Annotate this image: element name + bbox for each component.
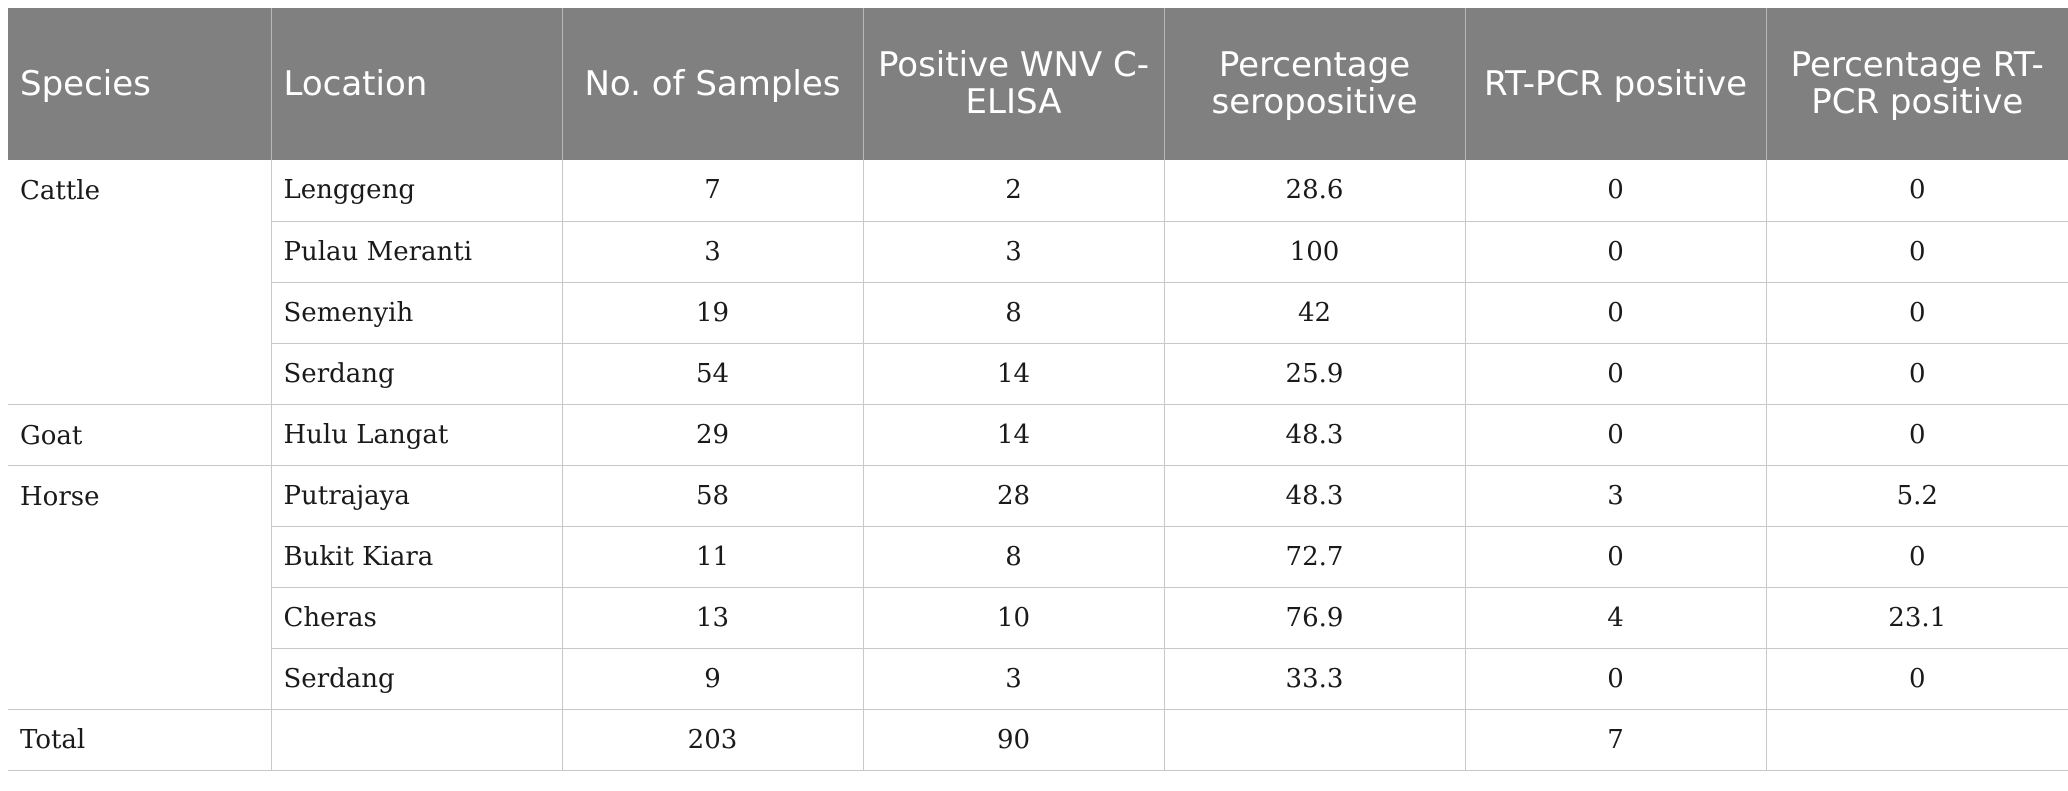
rtpcr-cell: 0	[1465, 404, 1767, 466]
seropositive-cell: 72.7	[1164, 526, 1466, 588]
location-cell: Serdang	[271, 343, 563, 405]
species-cell: Horse	[8, 465, 272, 710]
rtpcr-percent-cell: 0	[1766, 648, 2068, 710]
location-cell: Lenggeng	[271, 160, 563, 222]
rtpcr-cell: 0	[1465, 160, 1767, 222]
table-row: Serdang 54 14 25.9 0 0	[8, 343, 2068, 405]
total-location-cell	[271, 709, 563, 771]
rtpcr-cell: 0	[1465, 282, 1767, 344]
elisa-cell: 8	[863, 282, 1165, 344]
table-row: Pulau Meranti 3 3 100 0 0	[8, 221, 2068, 283]
rtpcr-cell: 0	[1465, 526, 1767, 588]
rtpcr-cell: 4	[1465, 587, 1767, 649]
samples-cell: 58	[562, 465, 864, 527]
location-cell: Pulau Meranti	[271, 221, 563, 283]
header-location: Location	[271, 8, 563, 160]
samples-cell: 9	[562, 648, 864, 710]
table-row: Cattle Lenggeng 7 2 28.6 0 0	[8, 160, 2068, 405]
elisa-cell: 3	[863, 648, 1165, 710]
seropositive-cell: 100	[1164, 221, 1466, 283]
seropositive-cell: 42	[1164, 282, 1466, 344]
results-table: Species Location No. of Samples Positive…	[8, 8, 2068, 771]
total-rtpcr-percent-cell	[1766, 709, 2068, 771]
total-samples-cell: 203	[562, 709, 864, 771]
location-cell: Serdang	[271, 648, 563, 710]
species-cell: Goat	[8, 404, 272, 466]
rtpcr-percent-cell: 0	[1766, 526, 2068, 588]
seropositive-cell: 28.6	[1164, 160, 1466, 222]
rtpcr-percent-cell: 0	[1766, 282, 2068, 344]
table-row: Serdang 9 3 33.3 0 0	[8, 648, 2068, 710]
rtpcr-percent-cell: 0	[1766, 160, 2068, 222]
rtpcr-cell: 0	[1465, 343, 1767, 405]
rtpcr-percent-cell: 0	[1766, 404, 2068, 466]
total-seropositive-cell	[1164, 709, 1466, 771]
seropositive-cell: 48.3	[1164, 465, 1466, 527]
table-row: Cheras 13 10 76.9 4 23.1	[8, 587, 2068, 649]
location-cell: Semenyih	[271, 282, 563, 344]
seropositive-cell: 48.3	[1164, 404, 1466, 466]
rtpcr-percent-cell: 0	[1766, 221, 2068, 283]
total-rtpcr-cell: 7	[1465, 709, 1767, 771]
samples-cell: 19	[562, 282, 864, 344]
rtpcr-cell: 0	[1465, 221, 1767, 283]
elisa-cell: 8	[863, 526, 1165, 588]
header-positive-elisa: Positive WNV C-ELISA	[863, 8, 1165, 160]
elisa-cell: 3	[863, 221, 1165, 283]
elisa-cell: 14	[863, 404, 1165, 466]
header-row: Species Location No. of Samples Positive…	[8, 8, 2068, 160]
header-percentage-seropositive: Percentage seropositive	[1164, 8, 1466, 160]
rtpcr-cell: 3	[1465, 465, 1767, 527]
header-percentage-rtpcr: Percentage RT-PCR positive	[1766, 8, 2068, 160]
samples-cell: 11	[562, 526, 864, 588]
location-cell: Hulu Langat	[271, 404, 563, 466]
rtpcr-percent-cell: 23.1	[1766, 587, 2068, 649]
table-container: Species Location No. of Samples Positive…	[8, 8, 2068, 771]
header-rtpcr-positive: RT-PCR positive	[1465, 8, 1767, 160]
table-row: Semenyih 19 8 42 0 0	[8, 282, 2068, 344]
samples-cell: 3	[562, 221, 864, 283]
total-elisa-cell: 90	[863, 709, 1165, 771]
header-species: Species	[8, 8, 272, 160]
elisa-cell: 14	[863, 343, 1165, 405]
elisa-cell: 28	[863, 465, 1165, 527]
rtpcr-cell: 0	[1465, 648, 1767, 710]
table-row: Horse Putrajaya 58 28 48.3 3 5.2	[8, 465, 2068, 710]
location-cell: Bukit Kiara	[271, 526, 563, 588]
location-cell: Putrajaya	[271, 465, 563, 527]
rtpcr-percent-cell: 5.2	[1766, 465, 2068, 527]
header-samples: No. of Samples	[562, 8, 864, 160]
total-row: Total 203 90 7	[8, 709, 2068, 771]
seropositive-cell: 76.9	[1164, 587, 1466, 649]
samples-cell: 7	[562, 160, 864, 222]
seropositive-cell: 25.9	[1164, 343, 1466, 405]
seropositive-cell: 33.3	[1164, 648, 1466, 710]
location-cell: Cheras	[271, 587, 563, 649]
table-row: Bukit Kiara 11 8 72.7 0 0	[8, 526, 2068, 588]
samples-cell: 13	[562, 587, 864, 649]
samples-cell: 29	[562, 404, 864, 466]
elisa-cell: 10	[863, 587, 1165, 649]
species-cell: Cattle	[8, 160, 272, 405]
total-label: Total	[8, 709, 272, 771]
elisa-cell: 2	[863, 160, 1165, 222]
table-row: Goat Hulu Langat 29 14 48.3 0 0	[8, 404, 2068, 466]
rtpcr-percent-cell: 0	[1766, 343, 2068, 405]
samples-cell: 54	[562, 343, 864, 405]
